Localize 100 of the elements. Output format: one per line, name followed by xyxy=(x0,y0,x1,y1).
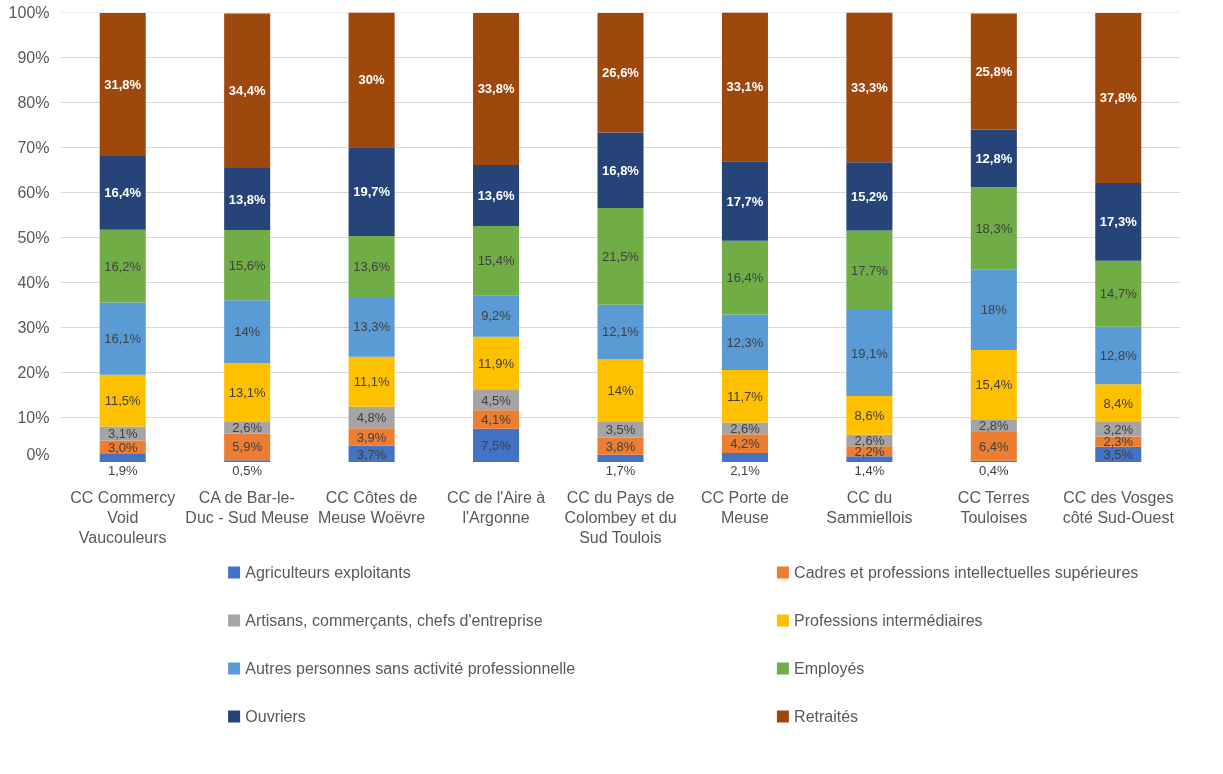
bar xyxy=(348,235,395,298)
x-tick-label: CA de Bar-le-Duc - Sud Meuse xyxy=(185,488,310,526)
bar xyxy=(1095,260,1142,327)
y-tick-label: 10% xyxy=(17,409,50,427)
bar xyxy=(597,12,644,133)
data-label: 17,7% xyxy=(726,193,764,209)
bar xyxy=(721,453,768,462)
data-label: 12,3% xyxy=(726,334,764,350)
bar xyxy=(348,12,395,148)
data-label: 37,8% xyxy=(1099,90,1138,106)
data-label: 4,1% xyxy=(481,412,512,428)
x-tick-label: CC des Vosges côté Sud-Ouest xyxy=(1062,488,1175,526)
data-label: 12,8% xyxy=(975,150,1013,166)
y-tick-label: 60% xyxy=(17,184,50,202)
data-label: 0,5% xyxy=(232,462,263,478)
data-label: 11,5% xyxy=(104,393,142,409)
bar xyxy=(99,453,146,462)
data-label: 13,1% xyxy=(228,385,267,401)
bar xyxy=(970,350,1017,420)
data-label: 13,3% xyxy=(353,319,391,335)
data-label: 33,3% xyxy=(850,79,889,95)
y-tick-label: 100% xyxy=(8,4,50,22)
y-tick-label: 20% xyxy=(17,364,50,382)
bar xyxy=(348,297,395,357)
bar xyxy=(99,302,146,375)
y-tick-label: 0% xyxy=(26,445,50,463)
x-tick-label: CC Commercy Void Vaucouleurs xyxy=(70,488,176,547)
data-label: 3,9% xyxy=(356,429,387,445)
data-label: 1,9% xyxy=(107,462,138,478)
bar xyxy=(597,132,644,209)
data-label: 14% xyxy=(234,324,261,340)
data-label: 8,4% xyxy=(1103,395,1134,411)
bar xyxy=(721,369,768,423)
data-label: 16,2% xyxy=(104,258,142,274)
data-label: 3,2% xyxy=(1103,421,1134,437)
legend-label: Ouvriers xyxy=(245,708,306,725)
bar xyxy=(721,314,768,370)
data-label: 31,8% xyxy=(104,76,142,92)
bar xyxy=(348,147,395,236)
bar xyxy=(721,161,768,241)
data-label: 11,7% xyxy=(727,388,764,404)
data-label: 3,0% xyxy=(107,439,138,455)
data-label: 3,5% xyxy=(1103,447,1134,463)
bar xyxy=(970,269,1017,351)
data-label: 18% xyxy=(980,302,1008,318)
data-label: 1,4% xyxy=(854,462,885,478)
data-label: 16,4% xyxy=(726,270,764,286)
data-label: 34,4% xyxy=(228,83,267,99)
bar xyxy=(99,12,146,156)
data-label: 7,5% xyxy=(481,438,512,454)
data-label: 4,5% xyxy=(481,392,512,408)
data-label: 11,1% xyxy=(353,374,390,390)
data-label: 2,8% xyxy=(979,418,1010,434)
data-label: 1,7% xyxy=(605,462,636,478)
data-label: 16,1% xyxy=(104,331,142,347)
data-label: 4,8% xyxy=(356,410,387,426)
data-label: 15,6% xyxy=(228,257,267,273)
data-label: 13,6% xyxy=(353,259,391,274)
data-label: 2,6% xyxy=(730,420,761,436)
bar xyxy=(1095,326,1142,385)
bar xyxy=(970,129,1017,187)
bar xyxy=(473,226,520,296)
data-label: 15,4% xyxy=(975,377,1013,393)
bar xyxy=(224,13,271,169)
legend-label: Artisans, commerçants, chefs d'entreprise xyxy=(245,612,543,629)
data-label: 12,8% xyxy=(1099,348,1138,364)
x-tick-label: CC Côtes de Meuse Woëvre xyxy=(317,488,426,526)
legend-label: Autres personnes sans activité professionnelle xyxy=(245,660,576,677)
data-label: 2,3% xyxy=(1103,434,1134,450)
data-label: 17,3% xyxy=(1099,214,1138,230)
bar xyxy=(846,162,893,231)
legend-label: Employés xyxy=(794,660,865,677)
data-label: 16,4% xyxy=(104,185,142,201)
bar xyxy=(224,230,271,301)
bar xyxy=(99,374,146,427)
data-label: 33,1% xyxy=(726,79,764,95)
y-tick-label: 40% xyxy=(17,274,50,292)
y-tick-label: 90% xyxy=(17,49,50,67)
data-label: 3,5% xyxy=(605,422,636,438)
bar xyxy=(721,12,768,162)
legend-label: Cadres et professions intellectuelles supérieures xyxy=(794,564,1139,581)
data-label: 3,8% xyxy=(605,438,636,454)
bar xyxy=(846,310,893,396)
bar xyxy=(473,164,520,227)
bar xyxy=(597,454,644,462)
legend-label: Retraités xyxy=(794,708,859,725)
x-tick-label: CC de l'Aire à l'Argonne xyxy=(446,488,546,526)
bar xyxy=(846,12,893,163)
bar xyxy=(846,456,893,462)
data-label: 21,5% xyxy=(602,248,640,264)
data-label: 15,2% xyxy=(850,188,889,204)
legend-label: Agriculteurs exploitants xyxy=(245,564,411,581)
y-tick-label: 30% xyxy=(17,319,50,337)
data-label: 14,7% xyxy=(1099,286,1138,302)
data-label: 4,2% xyxy=(730,436,761,452)
x-tick-label: CC du Pays de Colombey et du Sud Toulois xyxy=(564,488,677,547)
data-label: 6,4% xyxy=(979,438,1010,454)
bar xyxy=(224,363,271,423)
bar xyxy=(224,168,271,231)
x-tick-label: CC Porte de Meuse xyxy=(700,488,790,526)
